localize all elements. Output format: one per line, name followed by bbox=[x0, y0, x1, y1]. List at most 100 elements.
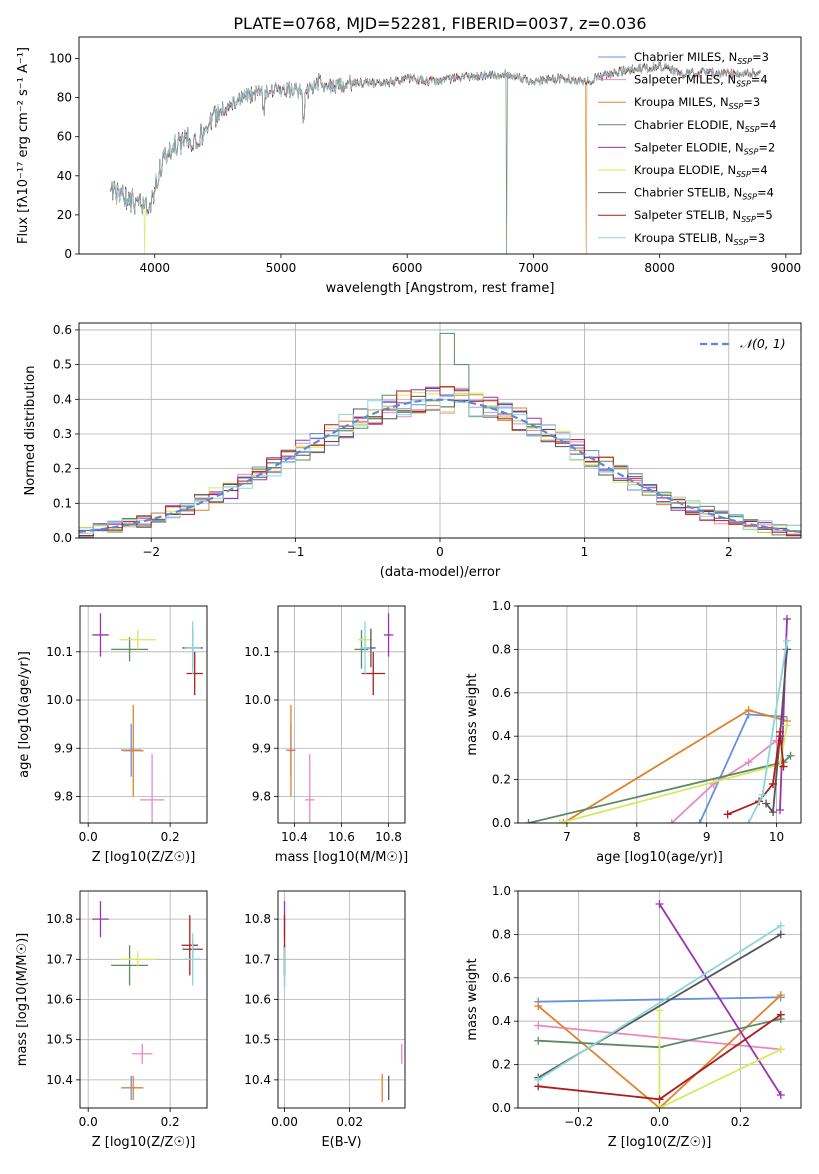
x-axis-label: Z [log10(Z/Z☉)] bbox=[608, 1135, 712, 1150]
y-axis-label: mass [log10(M/M☉)] bbox=[15, 933, 30, 1066]
y-tick-label: 80 bbox=[57, 91, 72, 105]
x-axis-label: mass [log10(M/M☉)] bbox=[275, 850, 408, 865]
plot-area-mass_vs_Z bbox=[92, 901, 203, 1100]
x-axis-label: Z [log10(Z/Z☉)] bbox=[92, 850, 196, 865]
weight-marker bbox=[786, 751, 795, 760]
weight-marker bbox=[776, 921, 785, 930]
y-tick-label: 10.0 bbox=[46, 693, 73, 707]
x-axis-label: (data-model)/error bbox=[380, 565, 501, 580]
y-axis-label: Flux [fλ10⁻¹⁷ erg cm⁻² s⁻¹ A⁻¹] bbox=[16, 47, 31, 244]
axes-mass_vs_EBV: 0.00 0.02 10.4 10.5 10.6 10.7 10.8 E(B-V) bbox=[244, 890, 406, 1150]
weight-line bbox=[559, 725, 788, 823]
axes-residuals: −2 −1 0 1 2 0.0 0.1 0.2 0.3 0.4 0.5 0.6 (data-model)… bbox=[23, 322, 802, 580]
weight-line bbox=[658, 903, 782, 1096]
y-tick-label: 0.2 bbox=[53, 462, 72, 476]
weight-marker bbox=[655, 900, 664, 909]
x-axis-label: age [log10(age/yr)] bbox=[596, 850, 723, 865]
weight-marker bbox=[744, 819, 753, 823]
x-tick-label: 10.8 bbox=[375, 830, 402, 844]
weight-marker bbox=[534, 1002, 543, 1011]
weight-marker bbox=[776, 1090, 785, 1099]
y-tick-label: 10.4 bbox=[46, 1073, 73, 1087]
legend-label: Kroupa MILES, NSSP=3 bbox=[634, 95, 760, 111]
x-tick-label: 5000 bbox=[266, 261, 297, 275]
weight-marker bbox=[534, 1021, 543, 1030]
y-tick-label: 10.6 bbox=[244, 993, 271, 1007]
weight-marker bbox=[655, 1104, 664, 1108]
y-tick-label: 10.1 bbox=[244, 645, 271, 659]
x-tick-label: 8 bbox=[633, 830, 641, 844]
y-tick-label: 0.6 bbox=[492, 971, 511, 985]
x-tick-label: 0.02 bbox=[336, 1115, 363, 1129]
axes-mass_vs_Z: 0.0 0.2 10.4 10.5 10.6 10.7 10.8 Z [log10(Z/Z☉)… bbox=[15, 890, 208, 1150]
y-tick-label: 40 bbox=[57, 169, 72, 183]
weight-line bbox=[538, 996, 781, 1003]
y-tick-label: 10.7 bbox=[244, 952, 271, 966]
y-tick-label: 0.0 bbox=[492, 1101, 511, 1115]
weight-marker bbox=[655, 1006, 664, 1015]
weight-marker bbox=[776, 991, 785, 1000]
plot-area-age_vs_mass bbox=[286, 613, 394, 823]
weight-marker bbox=[769, 779, 778, 788]
y-tick-label: 0.4 bbox=[492, 1014, 511, 1028]
y-tick-label: 9.9 bbox=[252, 741, 271, 755]
legend-label: Chabrier MILES, NSSP=3 bbox=[634, 50, 769, 66]
y-tick-label: 0.2 bbox=[492, 773, 511, 787]
weight-marker bbox=[667, 819, 676, 823]
weight-line bbox=[528, 755, 792, 823]
x-axis-label: E(B-V) bbox=[321, 1135, 361, 1150]
y-tick-label: 0.6 bbox=[53, 323, 72, 337]
y-tick-label: 0.4 bbox=[492, 729, 511, 743]
weight-marker bbox=[762, 799, 771, 808]
legend-label: Salpeter STELIB, NSSP=5 bbox=[634, 208, 773, 224]
axes-frame bbox=[517, 890, 802, 1109]
x-tick-label: −2 bbox=[142, 545, 160, 559]
y-tick-label: 100 bbox=[49, 52, 72, 66]
axes-frame bbox=[78, 322, 802, 539]
y-tick-label: 1.0 bbox=[492, 599, 511, 613]
x-tick-label: 1 bbox=[581, 545, 589, 559]
legend-label: Chabrier STELIB, NSSP=4 bbox=[634, 186, 774, 202]
legend-label: Kroupa ELODIE, NSSP=4 bbox=[634, 163, 768, 179]
y-axis-label: mass weight bbox=[465, 673, 480, 755]
weight-marker bbox=[776, 930, 785, 939]
axes-age_vs_mass: 10.4 10.6 10.8 9.8 9.9 10.0 10.1 mass [log10(M/… bbox=[244, 605, 408, 865]
weight-marker bbox=[555, 819, 564, 823]
weight-marker bbox=[783, 615, 792, 624]
y-tick-label: 10.5 bbox=[46, 1033, 73, 1047]
y-tick-label: 0.3 bbox=[53, 427, 72, 441]
x-tick-label: 8000 bbox=[644, 261, 675, 275]
legend-label: 𝒩(0, 1) bbox=[740, 336, 786, 351]
spectrum-line bbox=[110, 61, 761, 254]
weight-line bbox=[765, 649, 788, 815]
weight-marker bbox=[655, 1095, 664, 1104]
weight-marker bbox=[779, 762, 788, 771]
figure-title: PLATE=0768, MJD=52281, FIBERID=0037, z=0… bbox=[233, 14, 646, 33]
y-tick-label: 10.7 bbox=[46, 952, 73, 966]
x-tick-label: 10.6 bbox=[328, 830, 355, 844]
x-axis-label: wavelength [Angstrom, rest frame] bbox=[326, 281, 555, 296]
y-tick-label: 0.6 bbox=[492, 686, 511, 700]
x-tick-label: 7 bbox=[563, 830, 571, 844]
weight-marker bbox=[769, 808, 778, 817]
weight-marker bbox=[534, 1075, 543, 1084]
weight-marker bbox=[695, 819, 704, 823]
weight-line bbox=[698, 713, 784, 823]
y-tick-label: 0.4 bbox=[53, 392, 72, 406]
x-tick-label: 9000 bbox=[771, 261, 802, 275]
axes-weight_vs_age: 7 8 9 10 0.0 0.2 0.4 0.6 0.8 1.0 age [log10(age/yr… bbox=[465, 599, 802, 865]
legend-label: Salpeter ELODIE, NSSP=2 bbox=[634, 140, 775, 156]
weight-line bbox=[671, 739, 778, 823]
weight-marker bbox=[776, 1010, 785, 1019]
y-tick-label: 10.5 bbox=[244, 1033, 271, 1047]
plot-area-age_vs_Z bbox=[92, 613, 203, 823]
y-tick-label: 9.8 bbox=[54, 789, 73, 803]
x-tick-label: −0.2 bbox=[564, 1115, 593, 1129]
y-tick-label: 0.8 bbox=[492, 927, 511, 941]
weight-marker bbox=[534, 1036, 543, 1045]
weight-marker bbox=[783, 721, 792, 730]
x-tick-label: 2 bbox=[725, 545, 733, 559]
spectrum-line bbox=[110, 62, 761, 254]
